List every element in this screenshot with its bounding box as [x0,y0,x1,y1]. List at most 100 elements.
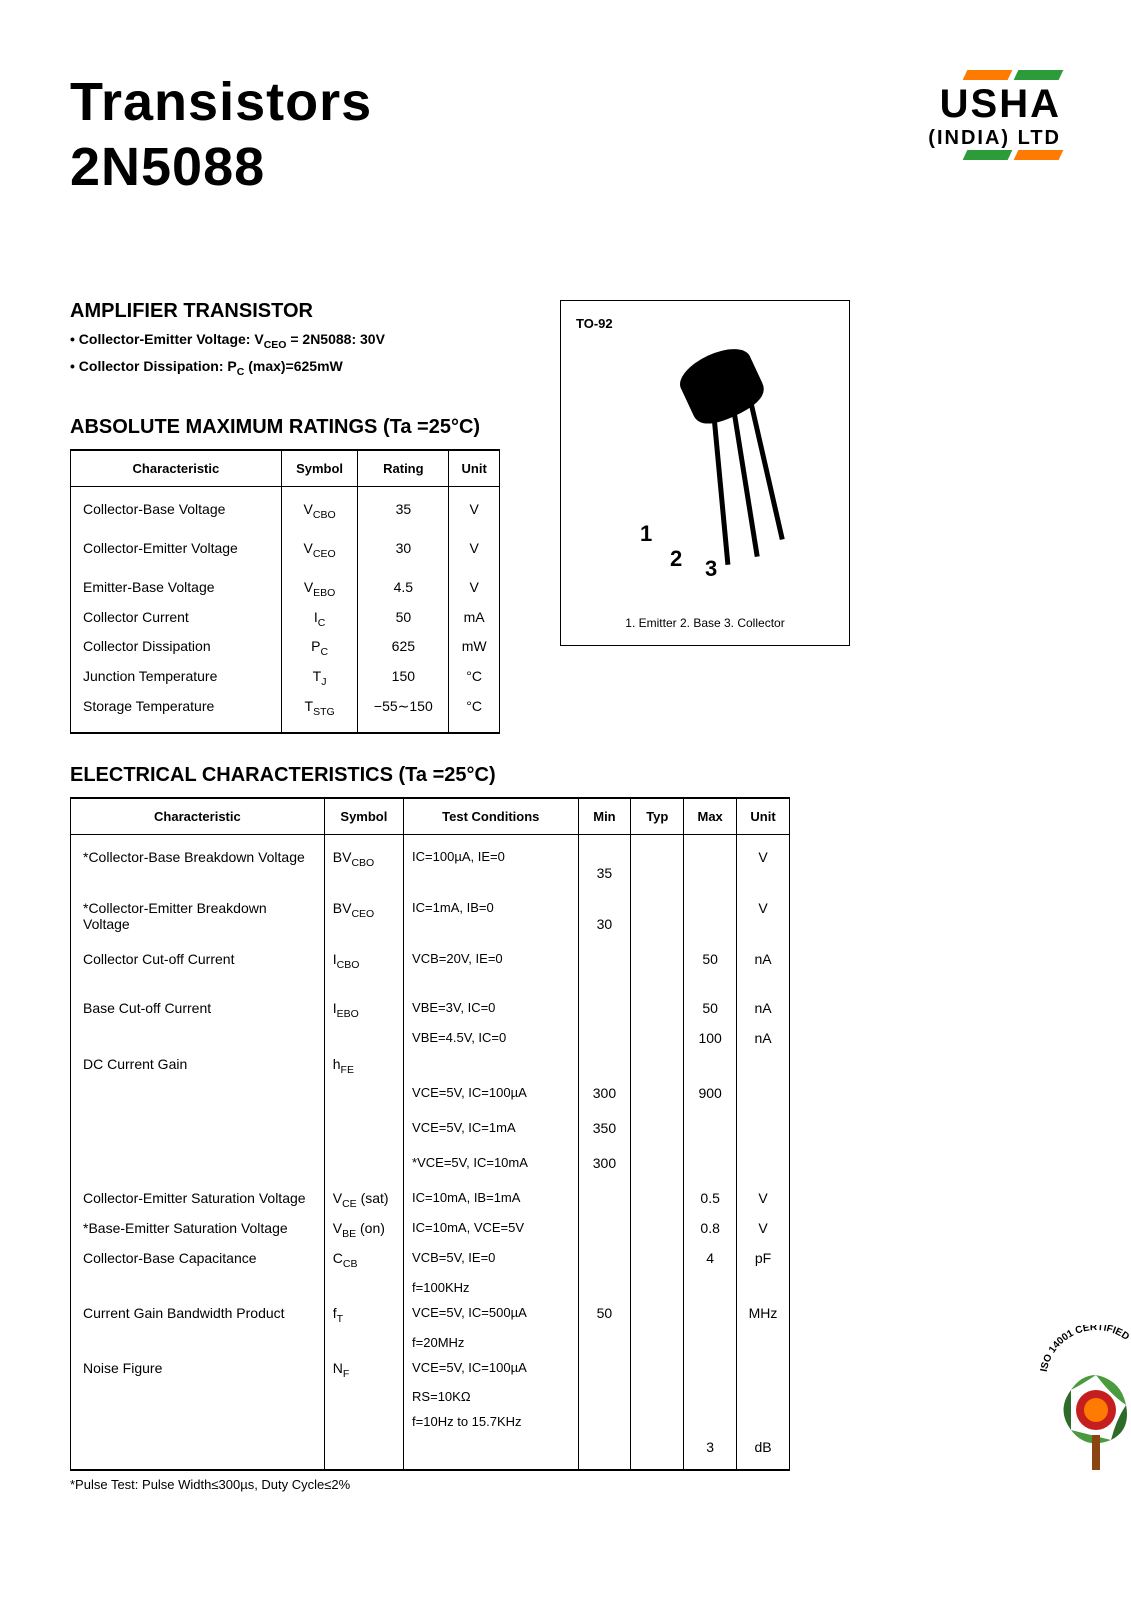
cell-max [684,1409,737,1434]
cell-unit: dB [737,1434,790,1470]
cell-characteristic: Collector-Base Voltage [71,487,282,526]
cell-conditions: VBE=3V, IC=0 [404,986,578,1025]
table-row: Base Cut-off CurrentIEBOVBE=3V, IC=050nA [71,986,790,1025]
company-logo: USHA (INDIA) LTD [928,70,1061,162]
cell-conditions [404,1434,578,1470]
cell-unit: V [449,565,500,604]
cell-symbol [324,1330,403,1355]
cell-min [578,1025,631,1051]
cell-characteristic [71,1106,325,1141]
th-unit: Unit [737,798,790,835]
cell-characteristic: Base Cut-off Current [71,986,325,1025]
cell-typ [631,1275,684,1300]
table-row: *VCE=5V, IC=10mA300 [71,1141,790,1176]
cell-unit [737,1080,790,1106]
cell-symbol: IC [281,604,358,634]
cell-characteristic: *Collector-Base Breakdown Voltage [71,834,325,886]
cell-rating: −55∼150 [358,693,449,733]
cell-conditions: IC=10mA, VCE=5V [404,1215,578,1245]
cell-conditions: VCE=5V, IC=100µA [404,1080,578,1106]
cell-typ [631,1215,684,1245]
cell-max [684,1275,737,1300]
cell-typ [631,834,684,886]
th-symbol: Symbol [324,798,403,835]
table-row: *Collector-Base Breakdown VoltageBVCBOIC… [71,834,790,886]
svg-text:1: 1 [640,521,652,546]
cell-characteristic: Collector Cut-off Current [71,937,325,986]
cell-symbol: BVCBO [324,834,403,886]
cell-symbol [324,1409,403,1434]
cell-unit [737,1330,790,1355]
cell-typ [631,1176,684,1215]
stripe-orange [1014,150,1064,160]
cell-conditions [404,1051,578,1081]
table-row: Storage TemperatureTSTG−55∼150°C [71,693,500,733]
pin-legend: 1. Emitter 2. Base 3. Collector [576,616,834,630]
ratings-table: Characteristic Symbol Rating Unit Collec… [70,449,500,734]
transistor-icon: 1 2 3 [605,341,805,601]
cell-unit: mA [449,604,500,634]
cell-unit: °C [449,663,500,693]
cell-max: 3 [684,1434,737,1470]
cell-min [578,937,631,986]
cell-symbol: VEBO [281,565,358,604]
cell-characteristic: *Base-Emitter Saturation Voltage [71,1215,325,1245]
cell-max: 4 [684,1245,737,1275]
table-row: Collector-Emitter Saturation VoltageVCE … [71,1176,790,1215]
cell-max: 900 [684,1080,737,1106]
title-block: Transistors 2N5088 [70,70,372,200]
cell-typ [631,1300,684,1330]
cell-conditions: *VCE=5V, IC=10mA [404,1141,578,1176]
cell-conditions: RS=10KΩ [404,1384,578,1409]
cell-rating: 625 [358,633,449,663]
cell-max [684,1384,737,1409]
cell-characteristic: Collector-Base Capacitance [71,1245,325,1275]
cell-unit: nA [737,1025,790,1051]
table-row: 3dB [71,1434,790,1470]
cell-symbol: TJ [281,663,358,693]
logo-bottom-stripes [928,150,1061,160]
cell-typ [631,1141,684,1176]
cell-max [684,886,737,937]
cell-max [684,1330,737,1355]
cell-symbol [324,1025,403,1051]
cell-rating: 150 [358,663,449,693]
cell-symbol [324,1080,403,1106]
cell-unit [737,1106,790,1141]
cell-conditions: IC=10mA, IB=1mA [404,1176,578,1215]
cell-conditions: f=10Hz to 15.7KHz [404,1409,578,1434]
cell-max [684,1106,737,1141]
cell-unit: nA [737,937,790,986]
stripe-green [963,150,1013,160]
cell-unit: °C [449,693,500,733]
table-row: VCE=5V, IC=100µA300900 [71,1080,790,1106]
cell-unit: V [737,834,790,886]
cell-unit: MHz [737,1300,790,1330]
th-characteristic: Characteristic [71,798,325,835]
cell-characteristic: Current Gain Bandwidth Product [71,1300,325,1330]
cell-min [578,1384,631,1409]
cell-conditions: IC=1mA, IB=0 [404,886,578,937]
cell-characteristic [71,1409,325,1434]
table-row: Current Gain Bandwidth ProductfTVCE=5V, … [71,1300,790,1330]
cell-conditions: IC=100µA, IE=0 [404,834,578,886]
table-row: VCE=5V, IC=1mA350 [71,1106,790,1141]
cell-conditions: VCE=5V, IC=500µA [404,1300,578,1330]
cell-symbol: fT [324,1300,403,1330]
top-row: AMPLIFIER TRANSISTOR Collector-Emitter V… [70,300,1061,734]
cell-min [578,1434,631,1470]
th-max: Max [684,798,737,835]
th-test-conditions: Test Conditions [404,798,578,835]
cell-characteristic [71,1384,325,1409]
cell-symbol [324,1384,403,1409]
logo-name: USHA [928,82,1061,127]
cell-max: 0.5 [684,1176,737,1215]
cell-min: 350 [578,1106,631,1141]
cell-min: 30 [578,886,631,937]
cell-characteristic: Collector-Emitter Saturation Voltage [71,1176,325,1215]
cell-max: 100 [684,1025,737,1051]
cell-characteristic: Collector Dissipation [71,633,282,663]
cell-typ [631,1355,684,1385]
cell-characteristic: Storage Temperature [71,693,282,733]
cell-characteristic: Junction Temperature [71,663,282,693]
